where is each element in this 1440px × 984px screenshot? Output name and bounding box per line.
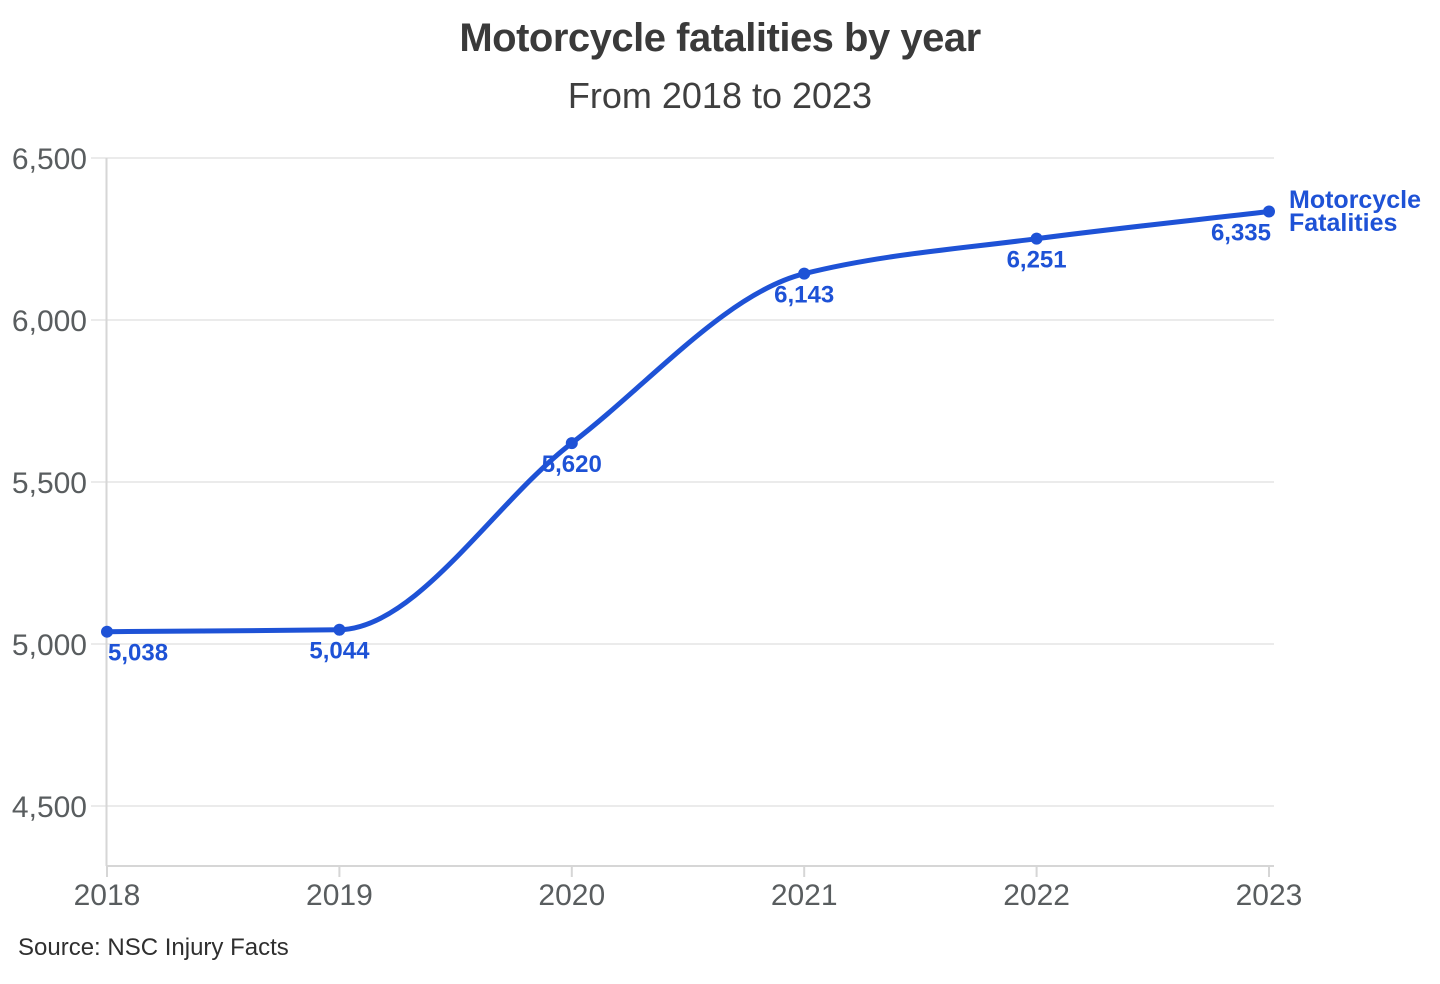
x-axis-tick-label: 2021 bbox=[771, 879, 838, 912]
source-note: Source: NSC Injury Facts bbox=[18, 934, 289, 961]
x-axis-tick-label: 2018 bbox=[74, 879, 141, 912]
data-point-2020 bbox=[565, 437, 578, 450]
data-point-label-2021: 6,143 bbox=[774, 282, 834, 309]
data-point-2021 bbox=[798, 267, 811, 280]
data-point-2018 bbox=[101, 625, 113, 638]
x-axis-tick-label: 2023 bbox=[1236, 879, 1303, 912]
data-point-2023 bbox=[1263, 205, 1275, 218]
chart-subtitle: From 2018 to 2023 bbox=[567, 75, 873, 116]
chart-title: Motorcycle fatalities by year bbox=[459, 16, 981, 60]
y-axis-tick-label: 4,500 bbox=[12, 791, 87, 824]
y-axis-tick-label: 6,000 bbox=[12, 305, 87, 338]
data-point-label-2018: 5,038 bbox=[108, 640, 168, 667]
fatalities-line-series bbox=[104, 209, 1272, 635]
legend-motorcycle-fatalities: Motorcycle Fatalities bbox=[1289, 186, 1421, 237]
y-axis-tick-label: 5,000 bbox=[12, 629, 87, 662]
x-axis-tick-label: 2020 bbox=[538, 879, 605, 912]
data-point-label-2023: 6,335 bbox=[1211, 219, 1271, 246]
x-axis-tick-label: 2019 bbox=[306, 879, 373, 912]
x-axis-tick-label: 2022 bbox=[1003, 879, 1070, 912]
data-point-label-2020: 5,620 bbox=[542, 451, 602, 478]
data-point-label-2022: 6,251 bbox=[1007, 247, 1067, 274]
data-point-label-2019: 5,044 bbox=[309, 638, 370, 665]
data-point-2022 bbox=[1030, 232, 1043, 245]
y-axis-tick-label: 6,500 bbox=[12, 143, 87, 176]
data-point-2019 bbox=[333, 623, 346, 636]
y-axis-tick-label: 5,500 bbox=[12, 467, 87, 500]
